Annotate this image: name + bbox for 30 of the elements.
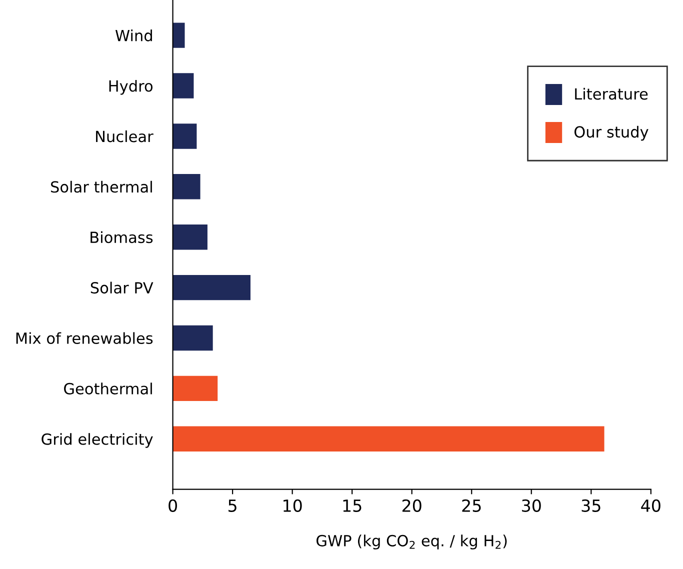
- y-tick-label: Geothermal: [64, 382, 152, 394]
- bar: [172, 325, 213, 351]
- y-tick-label: Solar PV: [90, 282, 154, 294]
- legend-label: Our study: [574, 126, 648, 141]
- bar: [172, 73, 194, 98]
- y-tick-label: Solar thermal: [51, 180, 152, 193]
- y-tick-label: Grid electricity: [42, 433, 153, 448]
- y-tick-label: Hydro: [109, 80, 153, 95]
- y-tick-label: Nuclear: [96, 130, 154, 142]
- bar: [172, 426, 604, 452]
- bar: [172, 174, 200, 200]
- x-tick-label: 0: [168, 499, 177, 512]
- y-tick-label: Mix of renewables: [16, 332, 153, 344]
- bar: [172, 224, 208, 250]
- x-tick-label: 5: [228, 500, 236, 512]
- bar: [172, 124, 197, 149]
- x-tick-label: 40: [641, 499, 660, 512]
- x-tick-label: 15: [343, 500, 362, 512]
- bar: [172, 274, 250, 300]
- y-tick-label: Wind: [115, 30, 152, 42]
- bar: [172, 22, 185, 48]
- legend-label: Literature: [575, 88, 648, 100]
- y-tick-label: Biomass: [90, 231, 153, 244]
- x-tick-label: 20: [402, 499, 422, 512]
- x-tick-label: 35: [582, 499, 600, 512]
- x-tick-label: 25: [462, 499, 481, 512]
- x-tick-label: 30: [522, 499, 541, 512]
- x-axis-title: GWP (kg CO$_{2}$ eq. / kg H$_{2}$): [316, 534, 507, 550]
- bar: [172, 376, 218, 402]
- x-tick-label: 10: [284, 499, 302, 512]
